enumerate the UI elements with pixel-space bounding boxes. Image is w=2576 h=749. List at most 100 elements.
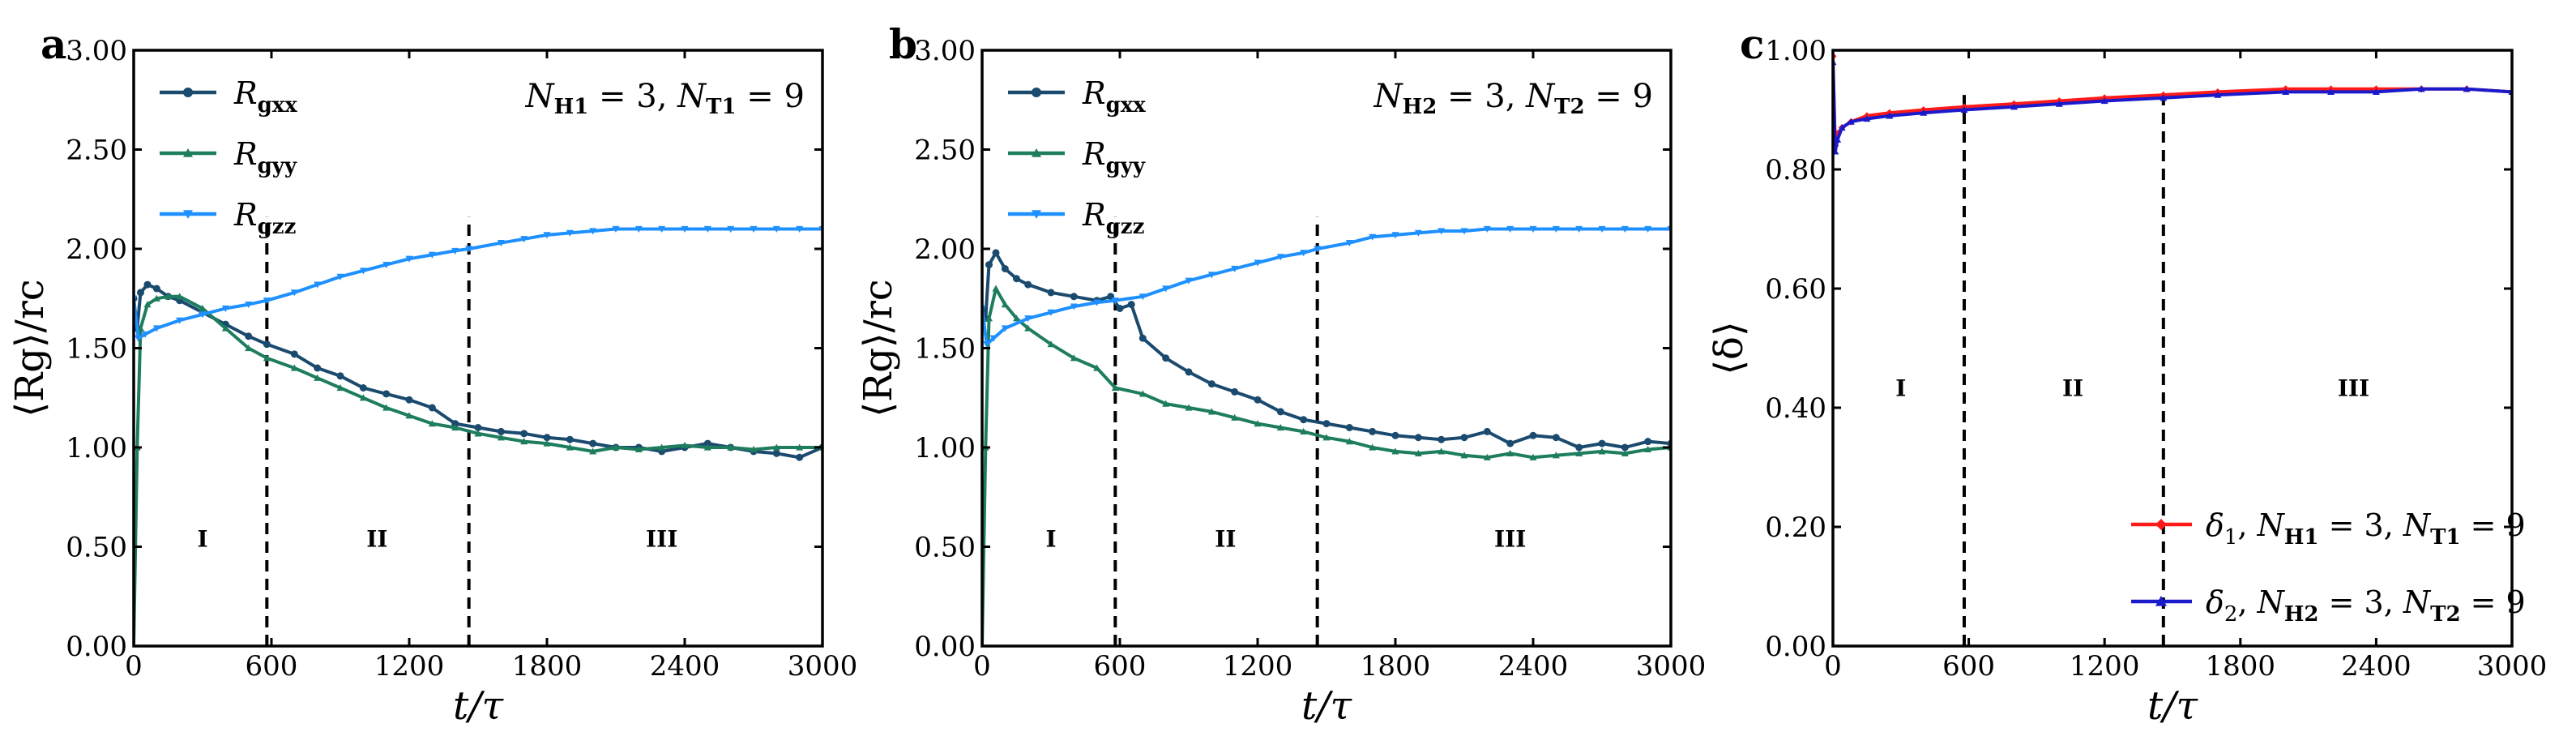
legend: Rgxx Rgyy Rgzz: [160, 75, 297, 239]
data-point: [1300, 250, 1308, 257]
x-tick-label: 3000: [788, 650, 858, 683]
legend-swatch-marker: [183, 88, 193, 97]
series-group: [1833, 52, 2512, 155]
data-point: [1345, 438, 1353, 445]
y-tick-label: 2.00: [914, 233, 976, 266]
x-axis-label: t/τ: [2147, 683, 2198, 729]
data-point: [263, 340, 271, 349]
y-tick-label: 0.50: [914, 532, 976, 564]
data-point: [1231, 413, 1239, 421]
y-tick-label: 2.00: [66, 233, 127, 266]
data-point: [336, 372, 344, 380]
y-tick-label: 3.00: [66, 35, 127, 67]
data-point: [451, 420, 459, 428]
data-point: [497, 427, 505, 435]
data-point: [1138, 390, 1147, 397]
data-point: [1369, 233, 1377, 241]
y-tick-label: 1.50: [66, 333, 127, 366]
data-point: [1621, 449, 1629, 456]
data-point: [796, 225, 804, 233]
y-tick-label: 0.50: [66, 532, 127, 564]
y-tick-label: 1.00: [914, 432, 976, 464]
legend-label: Rgzz: [233, 197, 296, 239]
data-point: [1185, 277, 1193, 285]
region-label-III: III: [646, 526, 677, 553]
data-point: [1070, 293, 1078, 301]
series-group: [982, 225, 1671, 646]
data-point: [497, 434, 505, 441]
legend-label: Rgyy: [1082, 136, 1146, 178]
data-point: [772, 449, 780, 457]
data-point: [1300, 427, 1308, 434]
panel-letter-b: b: [889, 20, 917, 68]
data-point: [589, 439, 597, 447]
x-tick-label: 600: [246, 650, 298, 683]
data-point: [2417, 85, 2425, 92]
parameter-annotation: NH1 = 3, NT1 = 9: [525, 78, 805, 119]
data-point: [245, 345, 253, 352]
data-point: [465, 246, 473, 253]
data-point: [1138, 334, 1147, 342]
data-point: [1116, 305, 1124, 312]
x-tick-label: 3000: [2477, 650, 2548, 683]
data-point: [314, 281, 322, 289]
data-point: [1070, 303, 1078, 310]
series-group: [134, 225, 822, 646]
data-point: [143, 301, 152, 308]
data-point: [152, 294, 160, 302]
data-point: [1276, 424, 1284, 431]
data-point: [727, 225, 735, 233]
data-point: [1207, 272, 1215, 279]
data-point: [336, 273, 344, 280]
data-point: [1276, 408, 1284, 416]
x-axis-label: t/τ: [453, 683, 504, 729]
data-point: [1001, 301, 1009, 308]
data-point: [1111, 297, 1119, 305]
data-point: [566, 435, 574, 443]
y-tick-label: 1.00: [1765, 35, 1826, 67]
data-point: [750, 225, 758, 233]
data-point: [681, 442, 689, 449]
data-point: [612, 443, 620, 451]
data-point: [796, 453, 804, 461]
data-point: [428, 251, 436, 259]
data-point: [1644, 438, 1652, 446]
panel-letter-c: c: [1740, 20, 1764, 68]
data-point: [589, 447, 597, 455]
data-point: [314, 374, 322, 381]
data-point: [566, 229, 574, 237]
data-point: [1322, 420, 1331, 428]
data-point: [989, 335, 998, 342]
data-point: [1093, 299, 1101, 306]
data-point: [1369, 443, 1377, 451]
x-tick-label: 0: [1824, 650, 1842, 683]
data-point: [703, 225, 711, 233]
data-point: [1414, 449, 1422, 456]
data-point: [634, 445, 643, 453]
data-point: [1127, 301, 1135, 309]
data-point: [141, 331, 149, 338]
data-point: [1863, 115, 1871, 122]
data-point: [1185, 404, 1193, 411]
x-tick-label: 0: [973, 650, 991, 683]
data-point: [314, 364, 322, 372]
region-label-III: III: [2338, 374, 2369, 401]
data-point: [359, 384, 367, 392]
data-point: [520, 438, 528, 445]
y-tick-label: 1.50: [914, 333, 976, 366]
series-line-1: [1833, 56, 2512, 148]
data-point: [2327, 88, 2335, 96]
y-tick-label: 0.00: [914, 631, 976, 663]
data-point: [1162, 354, 1170, 362]
data-point: [2159, 94, 2168, 101]
data-point: [290, 289, 298, 297]
data-point: [985, 315, 993, 322]
legend-label: Rgyy: [233, 136, 297, 178]
data-point: [1506, 439, 1514, 447]
data-point: [2282, 88, 2290, 96]
data-point: [135, 335, 143, 342]
data-point: [612, 225, 620, 233]
data-point: [772, 225, 780, 233]
